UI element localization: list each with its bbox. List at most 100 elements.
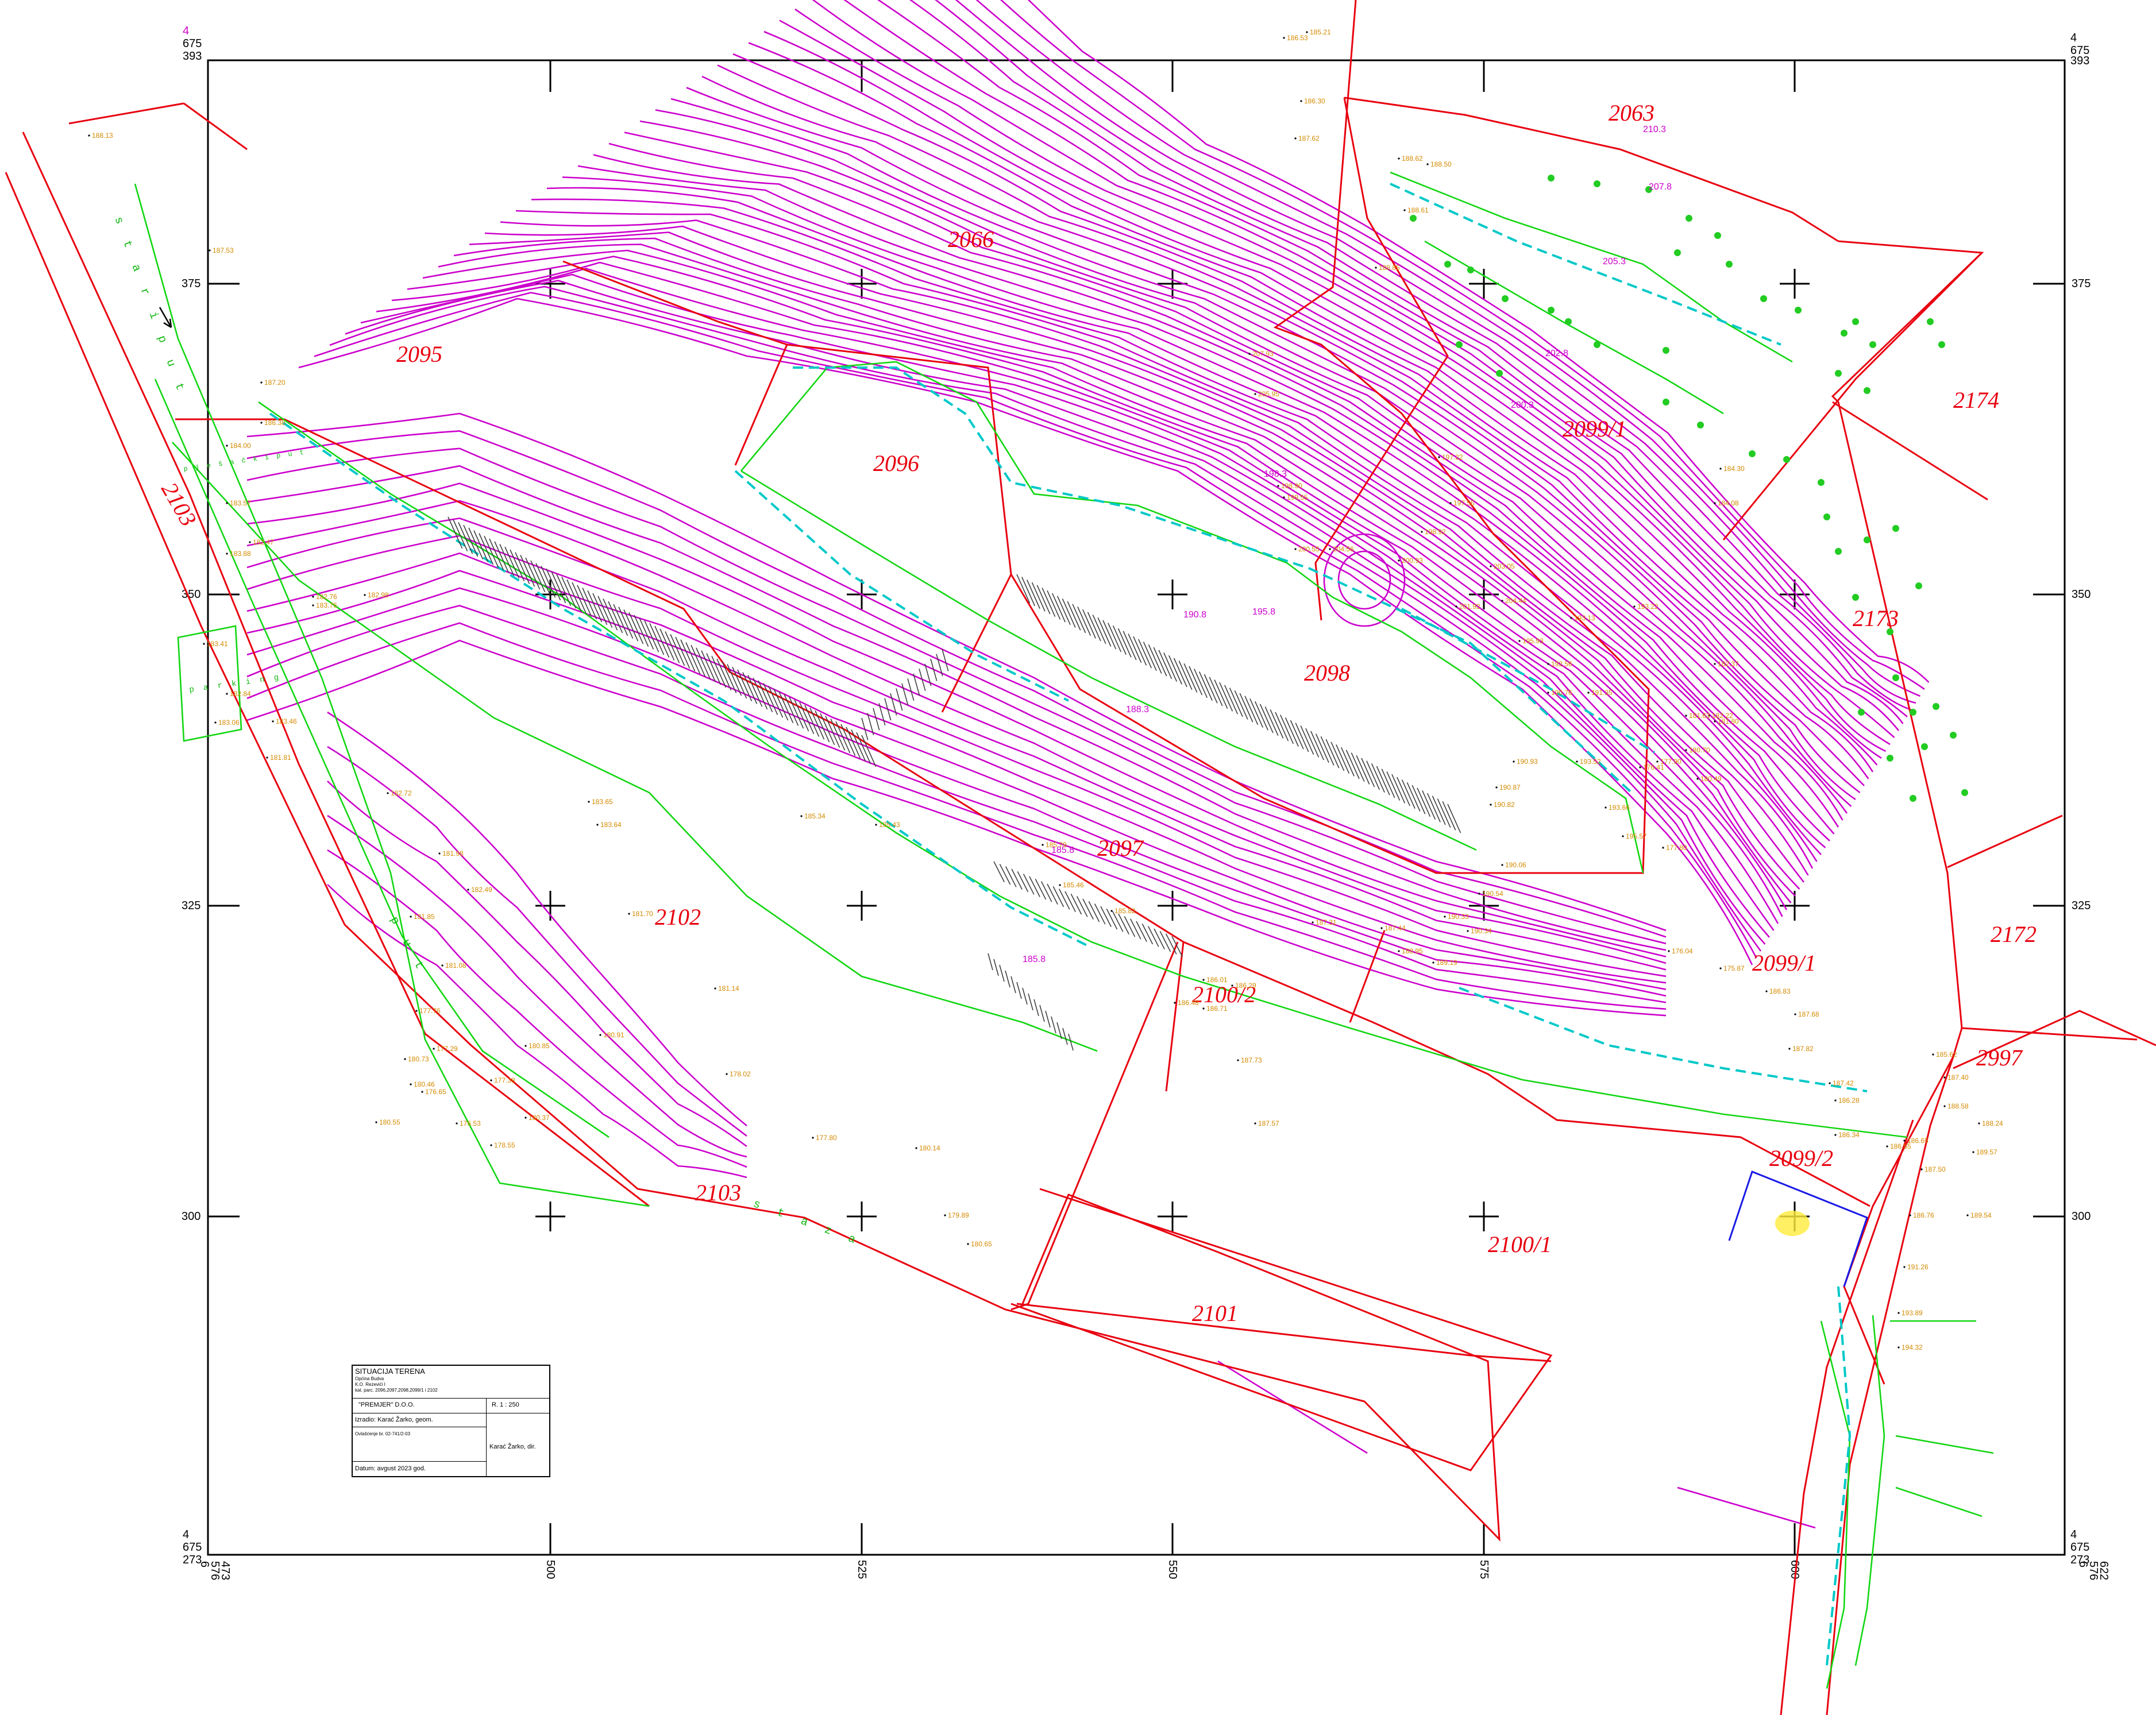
hatch-mark — [1386, 771, 1401, 801]
svg-text:393: 393 — [2070, 55, 2089, 67]
hatch-mark — [1072, 604, 1086, 634]
height-point: 182.49 — [467, 886, 492, 894]
contour-line — [246, 517, 1667, 971]
parcel-2095: 2095 — [396, 341, 442, 367]
hatch-mark — [1194, 669, 1208, 698]
svg-text:186.29: 186.29 — [1235, 982, 1256, 990]
hatch-mark — [525, 557, 541, 590]
hatch-mark — [1224, 685, 1238, 714]
svg-text:4: 4 — [2070, 32, 2077, 44]
svg-text:201.92: 201.92 — [1459, 602, 1480, 611]
contour-line — [246, 570, 1667, 990]
height-point: 183.57 — [226, 499, 251, 507]
svg-text:473: 473 — [219, 1561, 232, 1580]
hatch-mark — [670, 634, 685, 666]
hatch-mark — [913, 673, 920, 696]
hatch-mark — [835, 721, 851, 754]
height-point: 188.58 — [1943, 1102, 1969, 1110]
svg-text:190.82: 190.82 — [1494, 801, 1515, 809]
height-point: 180.55 — [375, 1118, 400, 1126]
hatch-mark — [1045, 1010, 1051, 1028]
hatch-mark — [1052, 886, 1064, 907]
hatch-mark — [867, 713, 874, 736]
contour-line — [246, 552, 1667, 984]
hatch-mark — [639, 617, 654, 650]
contour-line — [515, 210, 1814, 869]
height-point: 190.06 — [1501, 861, 1526, 869]
hatch-mark — [768, 686, 784, 718]
tree-icon — [1915, 582, 1922, 589]
hatch-mark — [1039, 1005, 1045, 1022]
hatch-mark — [1320, 736, 1335, 766]
height-point: 193.13 — [1570, 614, 1595, 622]
svg-text:576: 576 — [2087, 1561, 2100, 1580]
parcel-2099-1-upper: 2099/1 — [1563, 416, 1626, 442]
hatch-mark — [1017, 871, 1029, 893]
hatch-mark — [484, 535, 499, 568]
hatch-mark — [1259, 704, 1274, 733]
svg-text:182.22: 182.22 — [1712, 712, 1733, 720]
height-point: 177.90 — [1656, 758, 1681, 766]
svg-text:325: 325 — [182, 899, 200, 912]
hatch-mark — [1366, 760, 1380, 790]
hatch-mark — [1158, 650, 1173, 679]
contour-label: 198.3 — [1264, 469, 1287, 479]
contour-line — [935, 0, 1912, 711]
height-point: 186.28 — [1834, 1096, 1860, 1104]
hatch-mark — [1361, 758, 1375, 787]
hatch-mark — [896, 688, 903, 711]
tree-icon — [1864, 536, 1870, 543]
tree-icon — [1910, 709, 1916, 716]
svg-text:188.24: 188.24 — [1982, 1119, 2003, 1127]
grid-cross — [1469, 580, 1499, 609]
contour-line — [577, 165, 1830, 841]
svg-text:186.55: 186.55 — [1890, 1142, 1911, 1150]
hatch-mark — [618, 607, 634, 639]
height-point: 186.65 — [1903, 1137, 1929, 1145]
parcel-2097: 2097 — [1097, 835, 1144, 861]
hatch-mark — [1051, 1016, 1056, 1034]
hatch-mark — [999, 964, 1005, 982]
svg-text:192.56: 192.56 — [1551, 660, 1572, 668]
svg-text:180.37: 180.37 — [529, 1114, 550, 1122]
svg-text:198.90: 198.90 — [1281, 482, 1302, 490]
height-point: 186.01 — [1202, 976, 1228, 984]
svg-text:187.82: 187.82 — [1792, 1045, 1814, 1053]
svg-text:204.56: 204.56 — [1333, 545, 1354, 553]
height-point: 187.53 — [209, 246, 234, 254]
hatch-mark — [1351, 752, 1365, 782]
svg-text:187.50: 187.50 — [1924, 1165, 1946, 1173]
height-point: 185.62 — [1932, 1050, 1957, 1059]
height-point: 183.41 — [203, 640, 228, 648]
tree-icon — [1835, 548, 1842, 555]
contour-line — [246, 412, 1667, 932]
contour-line — [763, 30, 1882, 759]
hatch-mark — [901, 683, 909, 706]
height-point: 186.83 — [1765, 987, 1791, 995]
svg-text:186.76: 186.76 — [1913, 1211, 1934, 1219]
contour-line — [639, 120, 1848, 814]
hatch-mark — [1376, 766, 1390, 795]
height-point: 177.29 — [433, 1045, 458, 1053]
hatch-mark — [649, 623, 665, 655]
hatch-mark — [794, 699, 809, 732]
parcel-2099-2: 2099/2 — [1769, 1145, 1833, 1171]
height-point: 188.61 — [1403, 206, 1429, 214]
height-point: 188.24 — [1978, 1119, 2003, 1127]
svg-text:203.05: 203.05 — [1494, 562, 1515, 570]
hatch-mark — [1417, 787, 1431, 817]
contour-line — [469, 231, 1800, 890]
tree-icon — [1502, 295, 1509, 302]
height-point: 182.84 — [226, 690, 251, 698]
height-point: 181.81 — [266, 754, 291, 762]
hatch-mark — [494, 541, 510, 573]
svg-text:177.29: 177.29 — [437, 1045, 458, 1053]
hatch-mark — [1280, 714, 1294, 744]
svg-text:193.13: 193.13 — [1574, 614, 1595, 622]
hatch-mark — [711, 655, 727, 688]
hatch-mark — [830, 719, 846, 751]
hatch-mark — [804, 705, 820, 737]
hatch-mark — [1219, 682, 1233, 712]
tree-icon — [1869, 341, 1876, 348]
height-point: 184.30 — [1719, 465, 1745, 473]
